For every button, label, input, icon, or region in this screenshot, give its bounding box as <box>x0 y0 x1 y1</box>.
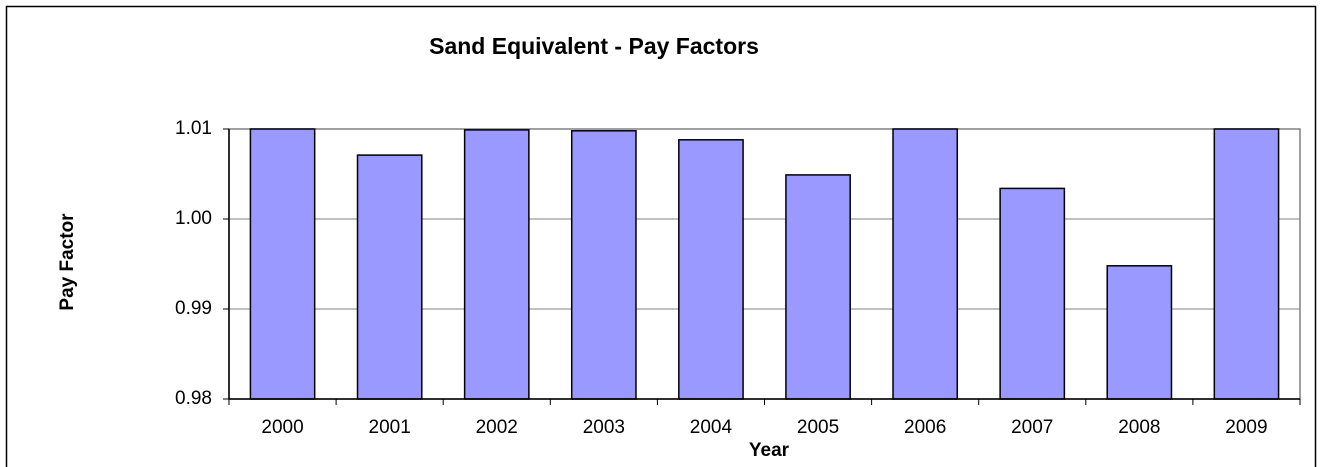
x-tick-label: 2002 <box>476 417 518 438</box>
chart-border <box>5 5 1317 467</box>
bar <box>1106 265 1173 400</box>
bar <box>678 139 744 400</box>
y-tick-label: 0.98 <box>175 388 212 409</box>
x-tick-label: 2001 <box>369 417 411 438</box>
y-tick-label: 1.01 <box>175 118 212 139</box>
bar <box>999 187 1066 400</box>
chart-title: Sand Equivalent - Pay Factors <box>429 33 759 59</box>
bar <box>892 128 959 400</box>
bar <box>463 129 530 400</box>
x-tick-label: 2008 <box>1118 417 1160 438</box>
x-tick-label: 2004 <box>690 417 733 438</box>
x-tick-label: 2005 <box>797 417 839 438</box>
bar <box>785 174 851 400</box>
x-tick-label: 2003 <box>583 417 625 438</box>
x-tick-label: 2000 <box>261 417 303 438</box>
bar <box>570 130 637 400</box>
x-axis-label: Year <box>749 440 790 461</box>
x-tick-label: 2007 <box>1011 417 1053 438</box>
bar <box>1213 128 1280 400</box>
bar <box>249 128 316 400</box>
x-tick-label: 2009 <box>1225 417 1267 438</box>
y-axis-label: Pay Factor <box>57 213 78 311</box>
bar <box>356 154 423 400</box>
x-tick-label: 2006 <box>904 417 946 438</box>
y-tick-label: 0.99 <box>175 298 212 319</box>
y-tick-label: 1.00 <box>175 208 212 229</box>
